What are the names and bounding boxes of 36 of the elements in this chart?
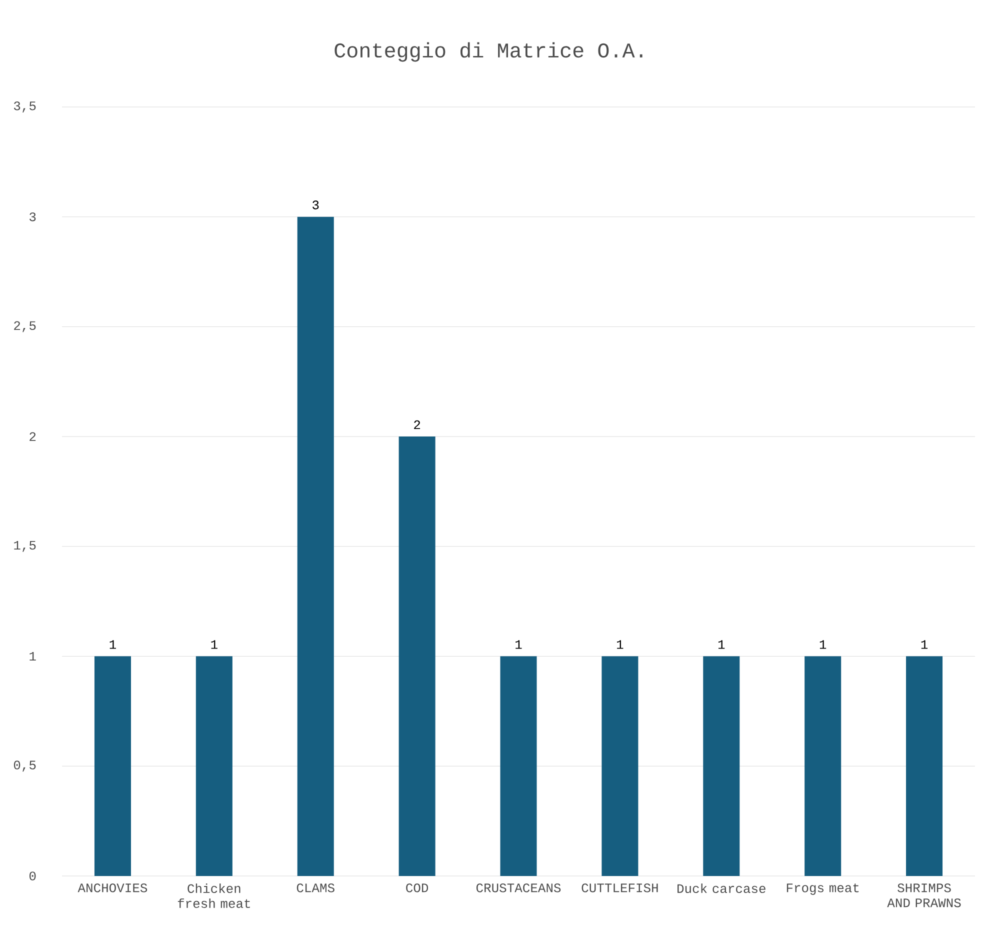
bar xyxy=(804,656,842,876)
y-tick-label: 0 xyxy=(29,872,36,880)
y-tick-label: 3 xyxy=(30,212,36,222)
data-label: 1 xyxy=(718,640,725,649)
bar xyxy=(196,656,232,876)
x-tick-label: ANCHOVIES xyxy=(78,883,148,892)
data-label: 2 xyxy=(414,420,420,430)
x-tick-label: Chicken fresh meat xyxy=(178,884,250,908)
data-label: 1 xyxy=(617,640,624,649)
data-label: 1 xyxy=(820,640,826,649)
bar xyxy=(602,656,638,876)
data-label: 3 xyxy=(312,200,319,210)
data-label: 1 xyxy=(110,640,116,649)
chart-title: Conteggio di Matrice O.A. xyxy=(334,42,642,62)
data-label: 1 xyxy=(516,640,522,649)
y-tick-label: 2 xyxy=(30,432,36,441)
x-tick-label: Frogs meat xyxy=(786,884,859,895)
x-tick-label: Duck carcase xyxy=(678,884,766,894)
bar xyxy=(398,436,436,876)
y-tick-label: 1 xyxy=(30,652,36,661)
y-tick-label: 0,5 xyxy=(14,760,36,772)
x-tick-label: SHRIMPS AND PRAWNS xyxy=(887,883,961,908)
data-label: 1 xyxy=(921,640,928,649)
bar xyxy=(703,656,740,876)
bar xyxy=(94,656,131,876)
y-tick-label: 2,5 xyxy=(14,321,36,332)
data-label: 1 xyxy=(211,640,218,649)
bar xyxy=(906,656,943,876)
y-tick-label: 3,5 xyxy=(14,101,36,112)
x-tick-label: CRUSTACEANS xyxy=(476,883,561,892)
y-tick-label: 1,5 xyxy=(14,541,36,552)
bar xyxy=(297,216,334,876)
x-tick-label: CUTTLEFISH xyxy=(582,883,658,892)
x-tick-label: COD xyxy=(406,883,428,892)
x-tick-label: CLAMS xyxy=(296,883,334,892)
bar xyxy=(500,656,537,876)
